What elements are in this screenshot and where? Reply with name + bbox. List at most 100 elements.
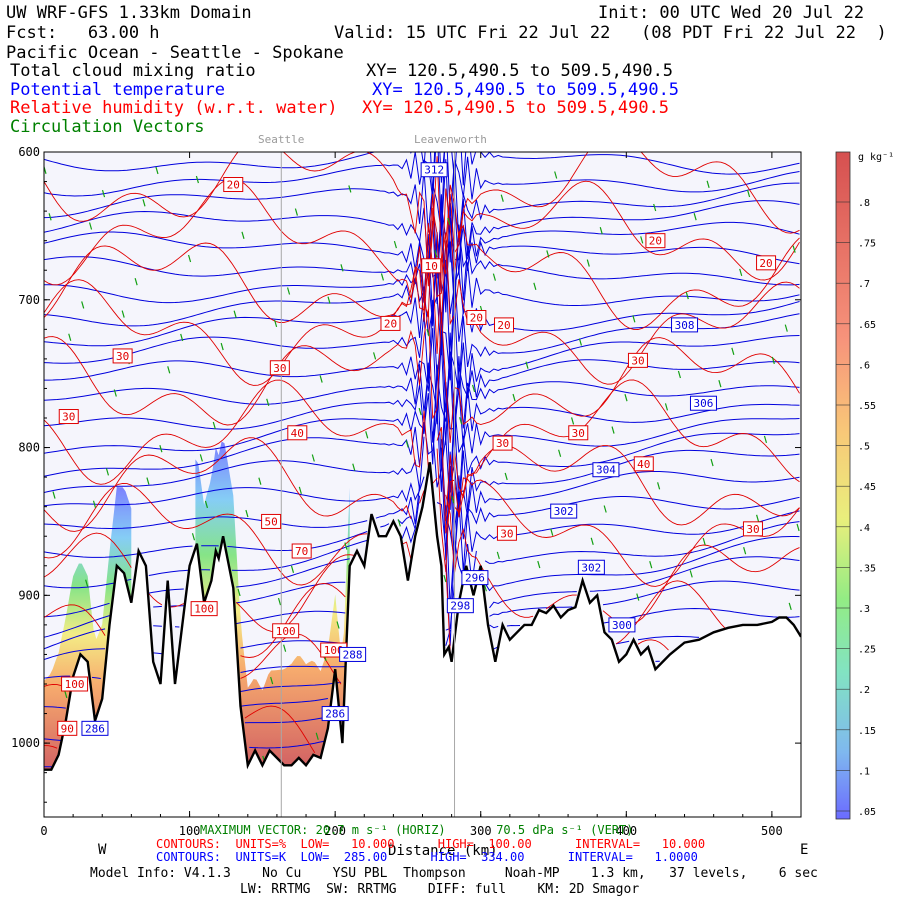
circulation-vector: [546, 250, 550, 258]
circulation-vector: [632, 315, 636, 323]
rh-label-text: 20: [384, 317, 397, 330]
rh-label-box: [568, 425, 589, 441]
theta-contour-label: 298: [446, 598, 474, 614]
circulation-vector: [266, 398, 270, 406]
rh-label-text: 70: [295, 545, 308, 558]
rh-label-text: 20: [470, 312, 483, 325]
rh-contour-label: 20: [494, 317, 515, 333]
theta-contour: [44, 500, 800, 589]
theta-contour: [44, 414, 800, 510]
rh-label-box: [421, 258, 442, 274]
rh-label-text: 20: [649, 235, 662, 248]
colorbar-tick-label: .55: [858, 401, 876, 412]
circulation-vector: [434, 250, 438, 258]
rh-label-text: 40: [291, 427, 304, 440]
x-tick-label: 500: [761, 824, 783, 838]
circulation-vector: [101, 189, 106, 198]
theta-label-text: 288: [343, 648, 363, 661]
circulation-vector: [578, 338, 583, 346]
circulation-vector: [81, 301, 85, 309]
colorbar-tick-label: .2: [858, 685, 870, 696]
model-title: UW WRF-GFS 1.33km Domain: [6, 3, 252, 23]
rh-label-text: 30: [62, 411, 75, 424]
theta-contour: [44, 580, 800, 660]
circulation-vector: [195, 175, 199, 184]
max-vector-note: MAXIMUM VECTOR: 20.7 m s⁻¹ (HORIZ) 70.5 …: [200, 823, 634, 837]
colorbar-tick-label: .1: [858, 766, 870, 777]
theta-contour-label: 286: [321, 706, 349, 722]
theta-label-text: 286: [325, 708, 345, 721]
rh-label-text: 100: [276, 625, 296, 638]
circulation-vector: [492, 273, 496, 281]
theta-label-box: [592, 462, 620, 478]
rh-label-box: [627, 352, 648, 368]
rh-label-text: 30: [273, 362, 286, 375]
rh-label-text: 20: [497, 319, 510, 332]
circulation-vector: [311, 454, 315, 462]
circulation-vector: [500, 194, 504, 202]
circulation-vector: [558, 449, 562, 457]
circulation-vector: [155, 166, 159, 175]
circulation-vector: [590, 537, 594, 546]
rh-contour: [44, 178, 800, 324]
circulation-vector: [348, 185, 352, 193]
rh-contour-label: 20: [223, 177, 244, 193]
theta-contour: [44, 152, 800, 195]
east-label: E: [800, 842, 809, 858]
circulation-vector: [340, 264, 344, 272]
theta-contour-label: 288: [339, 646, 367, 662]
circulation-vector: [685, 291, 689, 300]
x-axis-title: Distance (km): [388, 843, 498, 859]
circulation-vector: [739, 268, 743, 277]
rh-label-box: [261, 513, 282, 529]
circulation-vector: [146, 477, 150, 485]
theta-label-box: [671, 317, 699, 333]
circulation-vector: [784, 324, 788, 332]
colorbar-scale: [835, 151, 851, 820]
rh-contour-label: 90: [57, 720, 78, 736]
circulation-vector: [199, 454, 203, 462]
rh-label-box: [380, 315, 401, 331]
rh-contour-label: 30: [496, 525, 517, 541]
circulation-vector: [397, 519, 401, 527]
y-tick-label: 1000: [11, 736, 40, 750]
theta-contour: [44, 185, 800, 279]
y-tick-label: 700: [18, 293, 40, 307]
circulation-vector: [796, 523, 800, 532]
field-cloud-name: Total cloud mixing ratio: [10, 61, 256, 81]
colorbar-tick-label: .25: [858, 645, 876, 656]
circulation-vector: [731, 347, 735, 355]
circulation-vector: [274, 319, 278, 328]
rh-contour-label: 10: [421, 258, 442, 274]
rh-label-box: [742, 521, 763, 537]
rh-contour: [44, 454, 800, 587]
site-label-leavenworth: Leavenworth: [414, 133, 487, 146]
circulation-vector: [220, 342, 224, 351]
theta-contour: [44, 356, 800, 449]
rh-label-box: [466, 310, 487, 326]
circulation-vector: [298, 486, 302, 495]
colorbar-tick-label: .8: [858, 198, 870, 209]
rh-contour: [44, 188, 800, 330]
theta-contour: [44, 224, 800, 320]
circulation-vector: [68, 333, 72, 341]
circulation-vector: [85, 579, 89, 587]
rh-label-text: 20: [759, 257, 772, 270]
circulation-vector: [204, 500, 209, 509]
circulation-vector: [443, 574, 447, 583]
circulation-vector: [52, 491, 56, 499]
rh-contour-label: 70: [291, 543, 312, 559]
circulation-vector: [636, 593, 640, 601]
circulation-vector: [483, 584, 487, 592]
rh-label-box: [291, 543, 312, 559]
colorbar: g kg⁻¹ .8 .75 .7 .65 .6 .55 .5 .45 .4 .35 .3 .25 .2.…: [835, 151, 894, 820]
circulation-vector: [277, 597, 282, 606]
field-theta-name: Potential temperature: [10, 80, 225, 100]
circulation-vector: [653, 203, 657, 212]
colorbar-tick-label: .75: [858, 239, 876, 250]
circulation-vector: [241, 231, 245, 239]
circulation-vector: [373, 352, 377, 360]
circulation-vector: [496, 551, 500, 560]
rh-label-text: 30: [116, 350, 129, 363]
